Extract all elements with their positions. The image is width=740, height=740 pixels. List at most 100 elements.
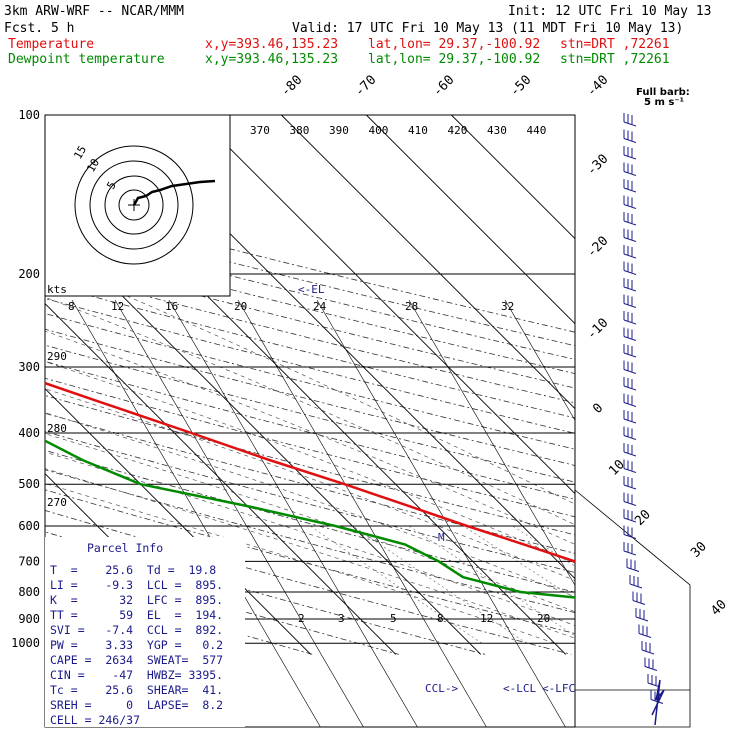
wind-barb [623,443,637,457]
skew-frame [574,489,691,728]
wind-barb [623,162,637,176]
mixing-ratio-label: 5 [390,612,397,625]
speed-guide-line [316,299,566,727]
profile-lines [45,381,575,599]
mixing-ratio-line [310,525,482,644]
wind-barb [623,377,637,391]
theta-label: 290 [47,350,67,363]
theta-label: 420 [448,124,468,137]
dewpoint-line [45,439,575,599]
wind-barb [623,410,637,424]
pressure-tick-label: 900 [18,612,40,626]
el-marker: <-EL [298,283,325,296]
pressure-tick-label: 700 [18,554,40,568]
init-time: Init: 12 UTC Fri 10 May 13 [508,4,712,19]
speed-guide-line [504,299,575,421]
wind-barbs [623,113,665,726]
temperature-line [45,381,575,563]
dry-adiabat [45,395,575,536]
valid-time: Valid: 17 UTC Fri 10 May 13 (11 MDT Fri … [292,21,683,36]
barb-scale-line1: Full barb: [636,87,690,98]
legend-dewpoint-latlon: lat,lon= 29.37,-100.92 [368,52,540,67]
wind-barb [623,476,637,490]
wind-barb [623,344,637,358]
legend-temperature-name: Temperature [8,37,94,52]
mixing-ratio-line [577,526,740,643]
pressure-tick-label: 500 [18,477,40,491]
hodo-speed-label: 16 [165,300,178,313]
parcel-row: SVI = -7.4 CCL = 892. [50,623,223,637]
legend-temperature-xy: x,y=393.46,135.23 [205,37,338,52]
parcel-row: SREH = 0 LAPSE= 8.2 [50,698,223,712]
isotherm [281,115,575,410]
dry-adiabat [45,328,575,466]
isotherm-label: -10 [584,316,611,343]
hodo-ring [89,160,179,250]
wind-barb [623,179,637,193]
theta-label: 280 [47,422,67,435]
isotherm-label: 10 [606,457,628,479]
speed-guides [71,299,575,727]
theta-label: 410 [408,124,428,137]
isotherm [196,115,575,495]
parcel-row: K = 32 LFC = 895. [50,593,223,607]
wind-barb [623,146,637,160]
wind-barb [641,641,655,655]
hodo-units: kts [47,283,67,296]
isotherm [45,302,397,655]
theta-label: 370 [250,124,270,137]
theta-label: 400 [369,124,389,137]
dry-adiabat [45,469,575,614]
wind-barb [623,525,637,539]
dry-adiabat [45,313,575,450]
hodo-ring [74,145,194,265]
wind-barb [623,113,637,127]
hodo-ring [118,189,150,221]
dry-adiabat [45,227,575,360]
dry-adiabat [45,431,575,573]
parcel-row: T = 25.6 Td = 19.8 [50,563,216,577]
moist-adiabat [45,468,575,639]
wind-barb [623,542,637,556]
grid-layer [44,114,740,728]
pressure-tick-label: 600 [18,519,40,533]
dry-adiabat [45,377,575,518]
moist-adiabat [45,433,575,613]
parcel-info-box: Parcel Info T = 25.6 Td = 19.8 LI = -9.3… [45,537,245,727]
speed-guide-line [71,299,321,727]
wind-barb [623,393,637,407]
pressure-tick-label: 200 [18,267,40,281]
isotherm [451,115,575,240]
wind-barb [651,679,665,726]
mixing-ratio-label: 20 [537,612,550,625]
wind-barb [623,459,637,473]
theta-label: 380 [290,124,310,137]
isotherm-label: -70 [352,73,379,100]
barb-scale-line2: 5 m s⁻¹ [644,97,684,108]
mixing-ratio-line [463,525,575,600]
parcel-row: CAPE = 2634 SWEAT= 577 [50,653,223,667]
legend-temperature-stn: stn=DRT ,72261 [560,37,670,52]
speed-guide-line [408,299,575,586]
legend-dewpoint-stn: stn=DRT ,72261 [560,52,670,67]
wind-barb [623,278,637,292]
hodo-speed-label: 20 [234,300,247,313]
wind-barb [623,261,637,275]
wind-barb [623,228,637,242]
dry-adiabat [45,240,575,375]
legend-temperature-latlon: lat,lon= 29.37,-100.92 [368,37,540,52]
wind-barb [623,509,637,523]
wind-barb [623,245,637,259]
hodo-speed-label: 8 [68,300,75,313]
model-title: 3km ARW-WRF -- NCAR/MMM [4,4,184,19]
wind-barb [647,674,661,688]
wind-barb [635,608,649,622]
dry-adiabat [45,449,575,593]
wind-barb [644,657,658,671]
wind-barb [623,212,637,226]
hodo-speed-label: 28 [405,300,418,313]
mixing-ratio-label: 2 [298,612,305,625]
